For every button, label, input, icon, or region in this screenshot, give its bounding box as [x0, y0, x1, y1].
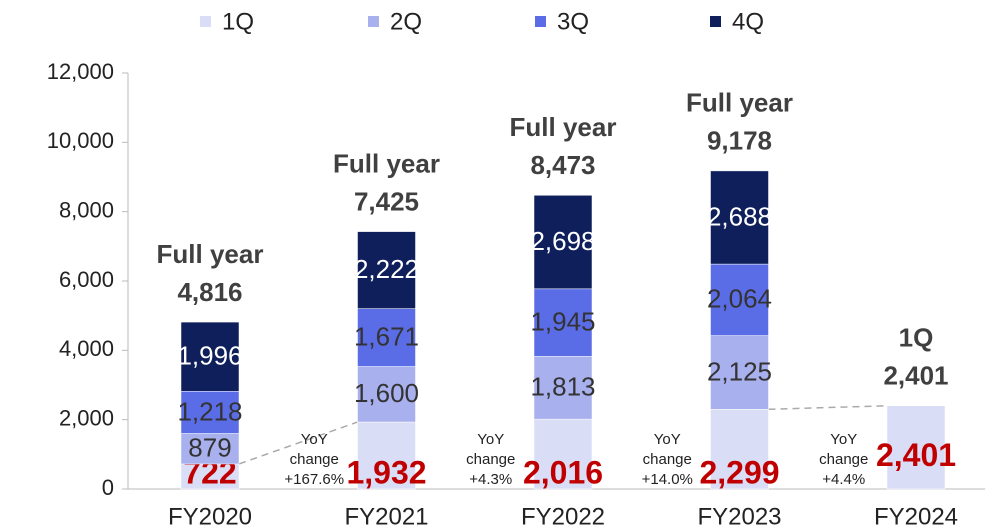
value-label: 1,996: [177, 341, 242, 371]
value-label: 1,671: [354, 321, 419, 351]
value-label: 2,064: [707, 284, 772, 314]
y-tick-label: 8,000: [59, 197, 114, 222]
bar-segment: [357, 421, 416, 490]
value-label-highlight: 2,401: [876, 437, 956, 473]
bar-segment: [180, 391, 240, 434]
yoy-label: YoY: [654, 431, 681, 448]
x-tick-label: FY2022: [521, 503, 605, 530]
yoy-label: +4.3%: [469, 471, 512, 488]
value-label: 1,218: [177, 396, 242, 426]
yoy-label: change: [290, 451, 339, 468]
total-title: 1Q: [899, 323, 934, 353]
bar-segment: [533, 195, 593, 290]
legend-label: 4Q: [732, 8, 764, 35]
bar-segment: [886, 405, 946, 490]
value-label: 2,698: [530, 226, 595, 256]
bar-segment: [180, 463, 240, 490]
bar-segment: [533, 356, 593, 420]
yoy-label: change: [466, 451, 515, 468]
bar-segment: [357, 308, 416, 367]
total-title: Full year: [333, 148, 440, 178]
legend-swatch: [200, 16, 211, 27]
total-title: Full year: [510, 112, 617, 142]
x-tick-label: FY2021: [344, 503, 428, 530]
value-label: 2,222: [354, 254, 419, 284]
total-value: 2,401: [883, 361, 948, 391]
legend-swatch: [368, 16, 379, 27]
total-value: 7,425: [354, 186, 419, 216]
value-label-highlight: 2,016: [523, 454, 603, 490]
yoy-label: +14.0%: [642, 471, 693, 488]
bar-segment: [710, 335, 769, 410]
total-value: 4,816: [177, 277, 242, 307]
y-tick-label: 12,000: [47, 59, 114, 84]
value-label: 1,600: [354, 378, 419, 408]
total-title: Full year: [157, 239, 264, 269]
legend-swatch: [535, 16, 546, 27]
yoy-label: YoY: [301, 431, 328, 448]
legend-label: 1Q: [222, 8, 254, 35]
x-tick-label: FY2020: [168, 503, 252, 530]
yoy-label: change: [643, 451, 692, 468]
y-tick-label: 6,000: [59, 267, 114, 292]
y-tick-label: 4,000: [59, 336, 114, 361]
x-tick-label: FY2024: [874, 503, 958, 530]
x-tick-label: FY2023: [697, 503, 781, 530]
bar-segment: [710, 409, 769, 490]
bar-segment: [357, 231, 416, 309]
y-tick-label: 0: [102, 475, 114, 500]
legend-label: 2Q: [390, 8, 422, 35]
value-label: 1,945: [530, 306, 595, 336]
value-label-highlight: 2,299: [699, 454, 779, 490]
yoy-label: +4.4%: [822, 471, 865, 488]
bar-segment: [710, 170, 769, 265]
yoy-label: +167.6%: [284, 471, 344, 488]
yoy-connector: [238, 421, 358, 465]
legend-swatch: [710, 16, 721, 27]
bar-segment: [180, 321, 240, 392]
value-label: 2,125: [707, 356, 772, 386]
legend-label: 3Q: [557, 8, 589, 35]
bar-segment: [180, 433, 240, 465]
yoy-label: YoY: [477, 431, 504, 448]
total-value: 9,178: [707, 126, 772, 156]
yoy-connector: [768, 405, 888, 411]
yoy-label: YoY: [830, 431, 857, 448]
value-label: 2,688: [707, 201, 772, 231]
y-tick-label: 10,000: [47, 128, 114, 153]
total-title: Full year: [686, 88, 793, 118]
total-value: 8,473: [530, 150, 595, 180]
value-label: 1,813: [530, 372, 595, 402]
value-label: 879: [188, 433, 231, 463]
value-label-highlight: 1,932: [346, 454, 426, 490]
bar-segment: [533, 288, 593, 357]
y-tick-label: 2,000: [59, 405, 114, 430]
yoy-label: change: [819, 451, 868, 468]
bar-segment: [533, 418, 593, 490]
